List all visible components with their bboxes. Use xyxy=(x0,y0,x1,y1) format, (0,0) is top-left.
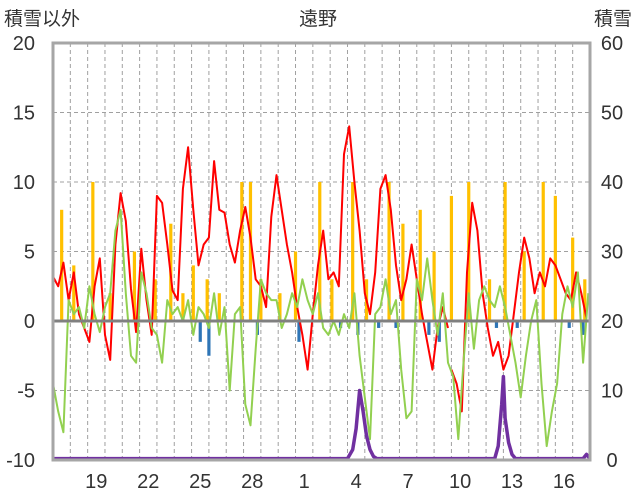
axes xyxy=(51,41,592,462)
precip-bar xyxy=(181,293,185,321)
precip-bar xyxy=(515,321,519,328)
left-tick-label: -5 xyxy=(17,381,35,403)
plot-frame xyxy=(51,41,592,462)
max-temp-b-line xyxy=(450,201,588,413)
x-tick-label: 28 xyxy=(241,471,263,493)
left-tick-label: 0 xyxy=(24,311,35,333)
precip-bar xyxy=(522,251,526,321)
min-temp-line xyxy=(52,208,590,448)
precip-bar xyxy=(297,321,301,342)
precip-bar xyxy=(449,195,454,321)
left-tick-label: 15 xyxy=(13,103,35,125)
precip-bar xyxy=(91,182,95,321)
x-tick-label: 10 xyxy=(449,471,471,493)
right-tick-label: 10 xyxy=(601,381,623,403)
precip-bar xyxy=(387,182,391,321)
precip-bar xyxy=(198,321,202,342)
precip-bar xyxy=(494,321,499,328)
left-tick-label: 10 xyxy=(13,172,35,194)
precip-bar xyxy=(108,293,112,321)
left-axis-title: 積雪以外 xyxy=(4,8,80,30)
precip-bar xyxy=(259,279,263,321)
precip-bar xyxy=(503,182,507,321)
precip-bar xyxy=(541,182,545,321)
precip-bar xyxy=(567,321,571,328)
x-tick-label: 25 xyxy=(189,471,211,493)
right-tick-label: 50 xyxy=(601,103,623,125)
x-tick-label: 13 xyxy=(501,471,523,493)
x-tick-label: 19 xyxy=(85,471,107,493)
precip-bar xyxy=(427,321,431,335)
max-temp-line xyxy=(52,125,449,371)
precip-bar xyxy=(432,251,436,321)
right-tick-label: 0 xyxy=(606,450,617,472)
precip-bar xyxy=(553,195,557,321)
precip-bar xyxy=(581,321,585,335)
tick-labels: -10 -5 0 5 10 15 20 0 10 20 30 40 50 60 19 22 25 28 1 4 7 10 1… xyxy=(6,33,623,493)
precip-bar xyxy=(153,279,157,321)
right-tick-label: 60 xyxy=(601,33,623,55)
x-tick-label: 16 xyxy=(553,471,575,493)
precip-bar xyxy=(418,209,422,321)
right-axis-title: 積雪 xyxy=(594,8,632,30)
left-tick-label: 20 xyxy=(13,33,35,55)
right-tick-label: 30 xyxy=(601,242,623,264)
precip-bar xyxy=(191,265,195,321)
grid-lines xyxy=(53,43,590,460)
precip-bar xyxy=(217,293,221,321)
precip-bar xyxy=(377,321,381,328)
snow-depth-line xyxy=(53,374,592,461)
precip-bar xyxy=(293,251,298,321)
x-tick-label: 22 xyxy=(137,471,159,493)
precip-bar xyxy=(240,182,244,321)
precip-bar xyxy=(132,251,137,321)
precip-bar xyxy=(205,279,209,321)
left-tick-label: 5 xyxy=(24,242,35,264)
x-tick-label: 4 xyxy=(351,471,362,493)
precip-bar xyxy=(330,279,334,321)
precip-bar xyxy=(248,182,253,321)
precip-bar xyxy=(437,321,441,342)
precip-bar xyxy=(401,223,405,321)
precip-bar xyxy=(278,293,282,321)
precip-bar xyxy=(571,237,575,321)
precip-bar xyxy=(60,209,64,321)
precip-bar xyxy=(583,279,587,321)
precip-bar xyxy=(351,182,355,321)
precip-bar xyxy=(394,321,398,328)
precip-bar xyxy=(207,321,211,356)
x-tick-label: 1 xyxy=(299,471,310,493)
precip-bar xyxy=(72,265,76,321)
chart-title: 遠野 xyxy=(299,8,337,30)
right-tick-label: 40 xyxy=(601,172,623,194)
right-tick-label: 20 xyxy=(601,311,623,333)
x-tick-label: 7 xyxy=(403,471,414,493)
left-tick-label: -10 xyxy=(6,450,35,472)
